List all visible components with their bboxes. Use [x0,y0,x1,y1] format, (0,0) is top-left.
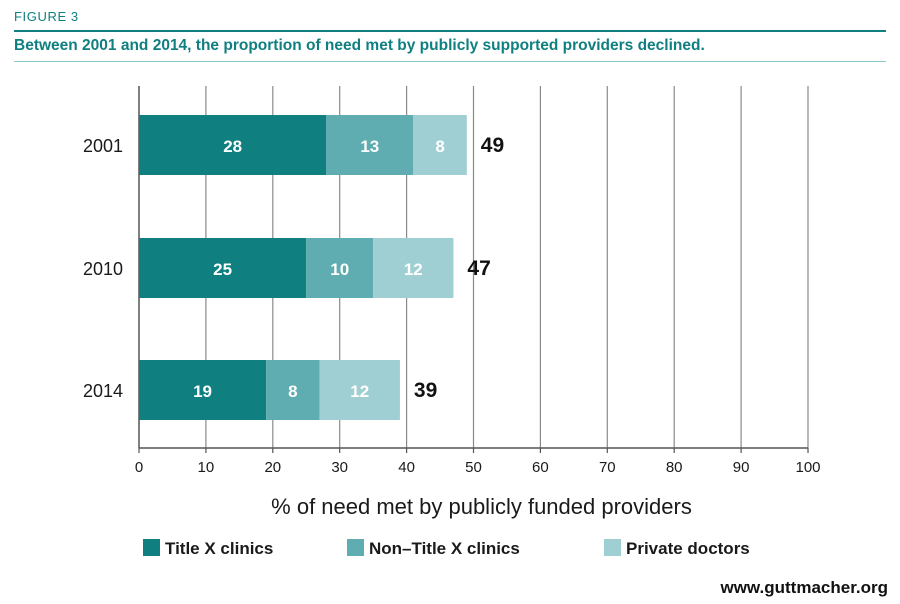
bar-data-label: 12 [350,382,369,401]
y-tick-label: 2010 [83,259,123,279]
x-tick-label: 90 [733,459,750,476]
y-tick-label: 2014 [83,381,123,401]
bar-segment [139,360,267,420]
x-tick-label: 100 [795,459,820,476]
legend-label: Title X clinics [165,539,273,558]
x-tick-label: 20 [264,459,281,476]
bar-segment [139,115,327,175]
bar-segment [413,115,467,175]
bar-data-label: 10 [330,260,349,279]
bar-segment [306,238,374,298]
x-tick-label: 10 [198,459,215,476]
y-tick-label: 2001 [83,136,123,156]
bar-segment [319,360,400,420]
bar-data-label: 19 [193,382,212,401]
bar-data-label: 25 [213,260,232,279]
chart-title: Between 2001 and 2014, the proportion of… [14,37,705,54]
x-tick-label: 60 [532,459,549,476]
title-rule [14,61,886,62]
source-url: www.guttmacher.org [720,578,888,597]
bar-data-label: 8 [288,382,297,401]
bar-data-label: 12 [404,260,423,279]
x-tick-label: 40 [398,459,415,476]
bar-segment [373,238,454,298]
bar-segment [139,238,307,298]
x-tick-label: 0 [135,459,143,476]
bar-total-label: 39 [414,379,437,402]
x-tick-label: 30 [331,459,348,476]
legend-label: Private doctors [626,539,750,558]
bar-data-label: 28 [223,137,242,156]
bar-data-label: 13 [360,137,379,156]
header-rule [14,30,886,32]
bar-data-label: 8 [435,137,444,156]
bar-total-label: 49 [481,134,504,157]
legend-swatch [143,539,160,556]
legend-swatch [347,539,364,556]
x-tick-label: 50 [465,459,482,476]
x-tick-label: 80 [666,459,683,476]
x-tick-label: 70 [599,459,616,476]
figure-label: FIGURE 3 [14,9,79,24]
bar-segment [326,115,414,175]
bar-total-label: 47 [467,257,490,280]
bar-segment [266,360,320,420]
legend-label: Non–Title X clinics [369,539,520,558]
x-axis-title: % of need met by publicly funded provide… [271,494,692,519]
legend-swatch [604,539,621,556]
